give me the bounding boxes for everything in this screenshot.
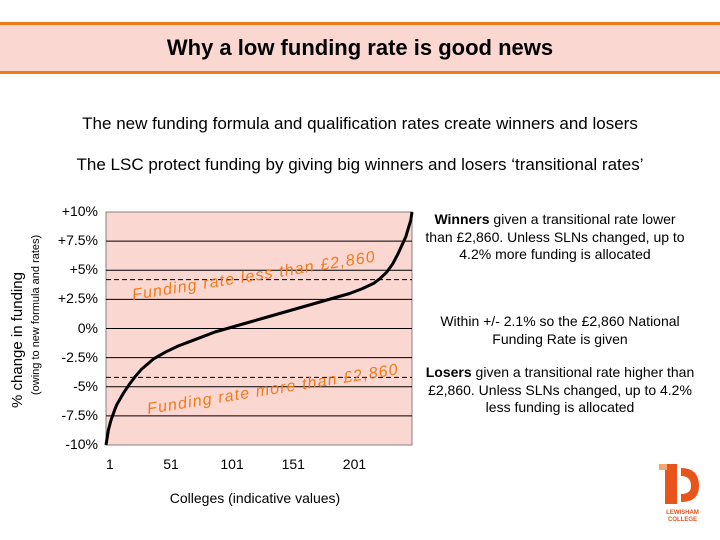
x-tick-label: 1 (106, 456, 114, 472)
middle-note: Within +/- 2.1% so the £2,860 National F… (440, 313, 680, 347)
title-bar: Why a low funding rate is good news (0, 22, 720, 74)
subtitle-winners-losers: The new funding formula and qualificatio… (82, 114, 638, 133)
x-axis-label: Colleges (indicative values) (169, 490, 341, 506)
y-tick-label: 0% (77, 319, 98, 336)
y-tick-label: +10% (61, 203, 98, 219)
y-tick-label: +7.5% (57, 232, 98, 249)
y-tick-label: +2.5% (57, 290, 98, 307)
y-tick-label: +5% (69, 261, 98, 278)
losers-note: Losers given a transitional rate higher … (425, 364, 695, 417)
x-tick-label: 201 (342, 456, 367, 472)
losers-text: given a transitional rate higher than £2… (428, 364, 695, 415)
winners-note: Winners given a transitional rate lower … (425, 211, 685, 264)
y-tick-label: -7.5% (61, 406, 98, 423)
x-tick-label: 51 (163, 456, 179, 472)
logo-line2: COLLEGE (667, 517, 697, 523)
x-tick-label: 101 (220, 456, 244, 472)
logo-line1: LEWISHAM (666, 510, 699, 516)
logo-icon (659, 464, 699, 504)
subtitle-transitional-rates: The LSC protect funding by giving big wi… (76, 155, 644, 174)
winners-text: given a transitional rate lower than £2,… (425, 211, 685, 262)
winners-label: Winners (434, 211, 490, 227)
x-tick-label: 151 (281, 456, 305, 472)
slide-title: Why a low funding rate is good news (166, 35, 554, 60)
y-tick-label: -5% (73, 377, 98, 394)
series-line (104, 211, 414, 446)
losers-label: Losers (425, 364, 472, 380)
college-logo: LEWISHAM COLLEGE (655, 462, 710, 528)
y-tick-label: -2.5% (61, 348, 98, 365)
y-tick-label: -10% (65, 436, 98, 452)
